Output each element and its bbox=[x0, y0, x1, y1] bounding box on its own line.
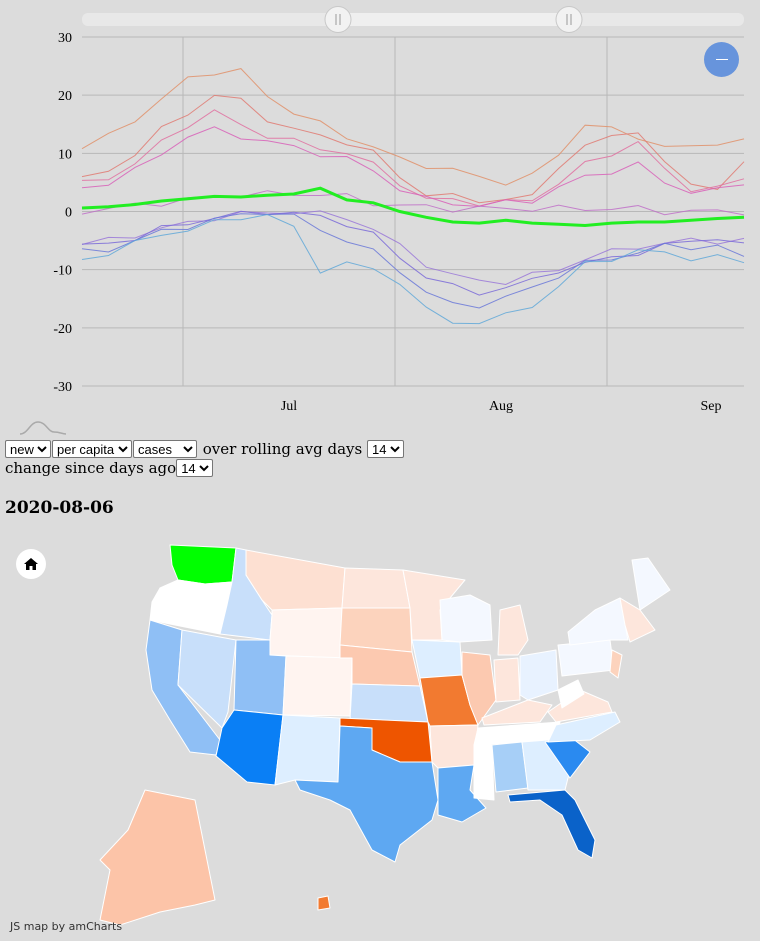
scrollbar-left-grip[interactable] bbox=[324, 6, 352, 33]
series-line[interactable] bbox=[81, 213, 745, 325]
state-kentucky[interactable] bbox=[481, 699, 553, 726]
state-wyoming[interactable] bbox=[269, 607, 343, 659]
state-washington[interactable] bbox=[169, 544, 237, 585]
controls-panel: new per capita cases over rolling avg days… bbox=[5, 440, 405, 478]
state-south-dakota[interactable] bbox=[339, 607, 413, 653]
state-georgia[interactable] bbox=[521, 739, 571, 791]
state-nebraska[interactable] bbox=[339, 644, 421, 687]
change-label: change since days ago bbox=[5, 459, 177, 477]
us-choropleth-map[interactable] bbox=[0, 530, 760, 937]
chart-grid bbox=[82, 36, 744, 387]
x-tick-label: Jul bbox=[281, 399, 297, 414]
state-hawaii[interactable] bbox=[317, 895, 331, 911]
measure-select[interactable]: cases bbox=[133, 440, 197, 458]
state-new-jersey[interactable] bbox=[609, 649, 623, 679]
state-indiana[interactable] bbox=[493, 657, 521, 703]
state-florida[interactable] bbox=[507, 789, 596, 859]
series-line[interactable] bbox=[81, 210, 745, 286]
highlighted-series-line[interactable] bbox=[81, 186, 745, 228]
change-days-select[interactable]: 14 bbox=[176, 459, 214, 477]
state-new-mexico[interactable] bbox=[274, 714, 341, 786]
mini-chart-preview-icon bbox=[20, 421, 66, 435]
x-tick-label: Sep bbox=[701, 399, 722, 414]
x-axis: Jul Aug Sep bbox=[281, 399, 722, 414]
metric-select[interactable]: new bbox=[5, 440, 51, 458]
series-line[interactable] bbox=[81, 109, 745, 207]
state-maine[interactable] bbox=[631, 557, 671, 611]
state-north-carolina[interactable] bbox=[547, 711, 621, 743]
minus-icon bbox=[715, 58, 728, 61]
state-new-york[interactable] bbox=[567, 597, 629, 646]
state-wisconsin[interactable] bbox=[439, 594, 493, 643]
y-tick-label: -20 bbox=[53, 322, 72, 337]
scrollbar-selection[interactable] bbox=[338, 13, 569, 26]
state-arizona[interactable] bbox=[215, 709, 284, 786]
series-line[interactable] bbox=[81, 94, 745, 204]
state-pennsylvania[interactable] bbox=[557, 639, 615, 677]
map-credit[interactable]: JS map by amCharts bbox=[10, 920, 123, 933]
state-ohio[interactable] bbox=[519, 649, 559, 701]
map-home-button[interactable] bbox=[16, 549, 46, 579]
state-colorado[interactable] bbox=[282, 655, 353, 717]
state-michigan[interactable] bbox=[497, 604, 529, 656]
y-tick-label: 20 bbox=[58, 89, 72, 104]
state-iowa[interactable] bbox=[411, 639, 463, 679]
state-new-england[interactable] bbox=[619, 597, 656, 643]
state-arkansas[interactable] bbox=[429, 724, 479, 769]
series-line[interactable] bbox=[81, 213, 745, 309]
rolling-days-select[interactable]: 14 bbox=[367, 440, 405, 458]
time-series-chart: 30 20 10 0 -10 -20 -30 Jul Aug Sep bbox=[0, 0, 760, 420]
chart-series bbox=[81, 68, 745, 325]
state-nevada[interactable] bbox=[177, 629, 237, 729]
state-kansas[interactable] bbox=[349, 683, 429, 723]
normalization-select[interactable]: per capita bbox=[52, 440, 132, 458]
state-illinois[interactable] bbox=[461, 651, 497, 726]
y-tick-label: -30 bbox=[53, 380, 72, 395]
y-tick-label: 0 bbox=[65, 206, 72, 221]
home-icon bbox=[24, 558, 38, 570]
rolling-label: over rolling avg days bbox=[202, 440, 363, 458]
state-north-dakota[interactable] bbox=[341, 567, 411, 609]
zoom-out-button[interactable] bbox=[704, 42, 739, 77]
series-line[interactable] bbox=[81, 68, 745, 186]
controls-row-1: new per capita cases over rolling avg days… bbox=[5, 440, 405, 459]
state-west-virginia[interactable] bbox=[557, 679, 585, 709]
state-alaska[interactable] bbox=[99, 789, 216, 926]
chart-svg: 30 20 10 0 -10 -20 -30 Jul Aug Sep bbox=[53, 6, 745, 414]
y-tick-label: 30 bbox=[58, 31, 72, 46]
controls-row-2: change since days ago 14 bbox=[5, 459, 405, 478]
state-texas[interactable] bbox=[294, 725, 439, 863]
map-svg bbox=[99, 544, 671, 926]
series-line[interactable] bbox=[81, 210, 745, 296]
range-scrollbar[interactable] bbox=[82, 6, 744, 33]
y-tick-label: 10 bbox=[58, 147, 72, 162]
y-axis: 30 20 10 0 -10 -20 -30 bbox=[53, 31, 72, 395]
y-tick-label: -10 bbox=[53, 264, 72, 279]
series-line[interactable] bbox=[81, 126, 745, 207]
state-mississippi[interactable] bbox=[473, 744, 495, 801]
map-date-title: 2020-08-06 bbox=[5, 498, 114, 518]
x-tick-label: Aug bbox=[489, 399, 513, 414]
scrollbar-right-grip[interactable] bbox=[555, 6, 583, 33]
